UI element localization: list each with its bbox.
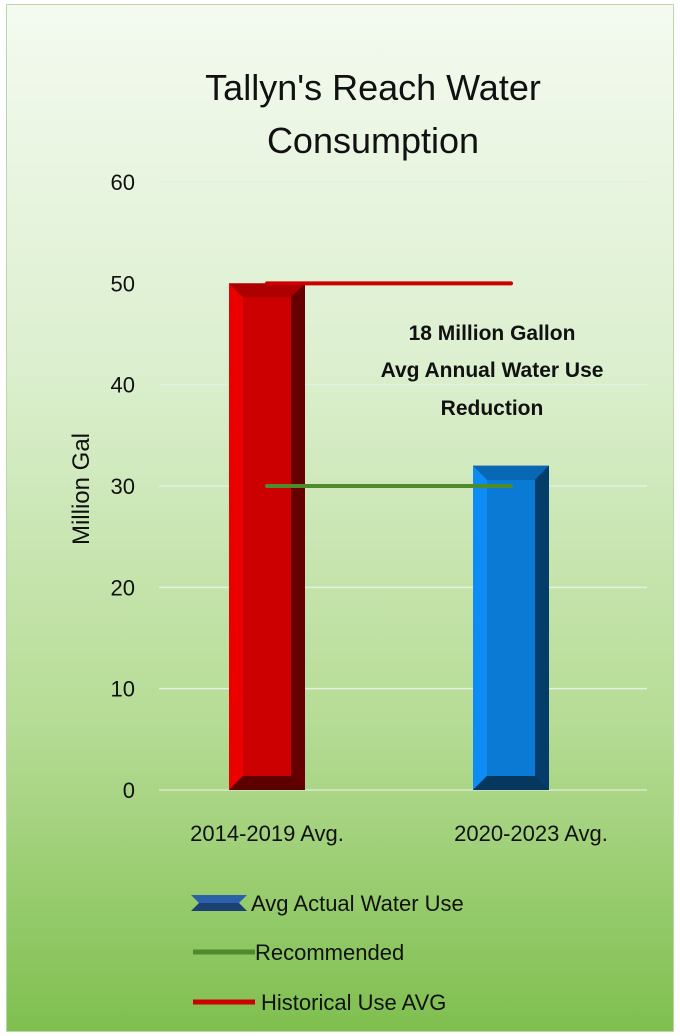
chart-title-line-2: Consumption <box>267 120 479 161</box>
y-tick-label: 40 <box>111 373 135 398</box>
bars <box>229 283 549 790</box>
bar-bevel-top <box>229 283 305 298</box>
bar-face <box>243 297 291 776</box>
bar-face <box>487 479 535 776</box>
x-category-labels: 2014-2019 Avg. 2020-2023 Avg. <box>190 821 608 846</box>
y-tick-label: 60 <box>111 170 135 195</box>
bar-bevel-right <box>291 283 305 790</box>
bar-1 <box>229 283 305 790</box>
chart-svg: Tallyn's Reach Water Consumption 0 10 20 30… <box>68 67 647 1015</box>
y-tick-label: 20 <box>111 575 135 600</box>
legend-swatch-bar-face <box>191 903 247 911</box>
y-tick-label: 30 <box>111 474 135 499</box>
y-tick-label: 50 <box>111 271 135 296</box>
bar-bevel-top <box>473 465 549 480</box>
chart-frame: Tallyn's Reach Water Consumption 0 10 20 30… <box>6 4 674 1032</box>
annotation-line-1: 18 Million Gallon <box>409 322 576 345</box>
x-category-label: 2014-2019 Avg. <box>190 821 344 846</box>
legend-label-recommended: Recommended <box>255 940 404 965</box>
x-category-label: 2020-2023 Avg. <box>454 821 608 846</box>
chart-title-line-1: Tallyn's Reach Water <box>205 67 541 108</box>
legend-label-historical: Historical Use AVG <box>261 990 446 1015</box>
bar-bevel-left <box>229 283 243 790</box>
annotation: 18 Million Gallon Avg Annual Water Use R… <box>381 322 604 420</box>
legend-item-actual: Avg Actual Water Use <box>191 891 464 916</box>
y-tick-labels: 0 10 20 30 40 50 60 <box>111 170 135 803</box>
legend-label-actual: Avg Actual Water Use <box>251 891 464 916</box>
legend-item-recommended: Recommended <box>193 940 404 965</box>
legend-item-historical: Historical Use AVG <box>193 990 446 1015</box>
y-tick-label: 10 <box>111 677 135 702</box>
bar-bevel-left <box>473 465 487 790</box>
bar-2 <box>473 465 549 790</box>
legend: Avg Actual Water Use Recommended Histori… <box>191 891 464 1015</box>
bar-bevel-right <box>535 465 549 790</box>
annotation-line-3: Reduction <box>441 397 544 420</box>
y-axis-title: Million Gal <box>68 433 95 545</box>
y-tick-label: 0 <box>123 778 135 803</box>
series-lines <box>265 281 513 488</box>
annotation-line-2: Avg Annual Water Use <box>381 359 604 382</box>
chart-title: Tallyn's Reach Water Consumption <box>205 67 541 161</box>
bar-bevel-bottom <box>229 776 305 790</box>
bar-bevel-bottom <box>473 776 549 790</box>
legend-swatch-bar <box>191 895 247 903</box>
